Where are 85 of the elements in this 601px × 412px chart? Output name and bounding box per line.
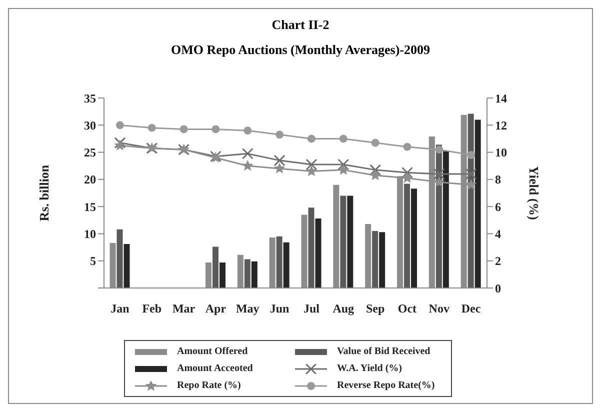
bar bbox=[219, 262, 226, 288]
point bbox=[180, 125, 188, 134]
point bbox=[402, 172, 413, 183]
x-tick-label: Dec bbox=[461, 302, 482, 316]
point bbox=[338, 158, 350, 170]
chart-title: Chart II-2 bbox=[270, 17, 330, 33]
bar bbox=[315, 218, 322, 288]
legend-label: Amount Acceoted bbox=[177, 363, 253, 374]
chart-subtitle: OMO Repo Auctions (Monthly Averages)-2009 bbox=[170, 42, 432, 58]
legend-label: Amount Offered bbox=[177, 346, 248, 357]
point bbox=[114, 140, 126, 150]
bar bbox=[244, 259, 250, 288]
point bbox=[465, 178, 477, 190]
x-tick-label: Jul bbox=[303, 302, 320, 316]
point bbox=[306, 165, 318, 176]
legend-label: Value of Bid Received bbox=[337, 346, 430, 357]
bar bbox=[251, 261, 258, 288]
point bbox=[403, 142, 412, 151]
bar bbox=[124, 244, 130, 288]
bar bbox=[404, 184, 410, 288]
x-tick-label: Jun bbox=[270, 302, 290, 316]
point bbox=[212, 125, 220, 134]
point bbox=[467, 151, 476, 159]
point bbox=[274, 162, 286, 174]
x-tick-label: Oct bbox=[398, 302, 417, 316]
bar bbox=[410, 188, 417, 288]
bar bbox=[347, 196, 354, 288]
x-tick-label: Sep bbox=[366, 302, 385, 316]
bar bbox=[212, 246, 218, 288]
legend-label: Reverse Repo Rate(%) bbox=[337, 380, 435, 391]
x-tick-label: Jan bbox=[110, 302, 130, 316]
y-tick-label: 25 bbox=[84, 146, 96, 160]
y2-tick-label: 6 bbox=[495, 200, 501, 214]
point bbox=[433, 168, 445, 180]
y-tick-label: 15 bbox=[84, 200, 96, 214]
x-tick-label: Apr bbox=[205, 302, 227, 316]
y-tick-label: 20 bbox=[84, 172, 96, 187]
x-tick-label: Aug bbox=[332, 302, 354, 316]
bar bbox=[379, 232, 386, 288]
y2-tick-label: 4 bbox=[495, 226, 501, 241]
x-tick-label: Feb bbox=[142, 302, 162, 316]
x-tick-label: Nov bbox=[428, 302, 450, 316]
y2-tick-label: 8 bbox=[495, 172, 501, 187]
bar bbox=[276, 236, 282, 288]
y-tick-label: 30 bbox=[84, 118, 96, 132]
x-tick-label: May bbox=[236, 302, 260, 316]
point bbox=[306, 158, 318, 170]
point bbox=[401, 166, 413, 178]
bar bbox=[340, 196, 346, 288]
y-tick-label: 35 bbox=[84, 91, 96, 106]
point bbox=[338, 164, 350, 175]
y-axis-title: Rs. billion bbox=[36, 164, 52, 222]
bar bbox=[372, 231, 378, 288]
y2-tick-label: 12 bbox=[495, 118, 507, 132]
point bbox=[370, 164, 382, 176]
point bbox=[242, 148, 254, 160]
point bbox=[274, 154, 286, 166]
y2-axis-title: Yield (%) bbox=[526, 166, 542, 220]
bar bbox=[474, 120, 481, 288]
point bbox=[242, 160, 254, 171]
bar bbox=[116, 229, 123, 288]
point bbox=[244, 126, 252, 135]
y2-tick-label: 14 bbox=[495, 91, 507, 106]
y2-tick-label: 0 bbox=[495, 281, 501, 296]
point bbox=[370, 169, 381, 180]
y2-tick-label: 2 bbox=[495, 254, 501, 268]
bar bbox=[283, 242, 290, 288]
y-tick-label: 5 bbox=[90, 254, 96, 268]
point bbox=[371, 138, 380, 147]
point bbox=[435, 146, 444, 154]
point bbox=[148, 124, 156, 132]
point bbox=[116, 121, 124, 130]
point bbox=[465, 168, 477, 180]
legend-label: Repo Rate (%) bbox=[177, 380, 241, 391]
point bbox=[433, 176, 445, 187]
y-tick-label: 10 bbox=[84, 226, 96, 241]
legend-label: W.A. Yield (%) bbox=[337, 363, 402, 374]
point bbox=[339, 134, 348, 143]
bar bbox=[442, 151, 449, 288]
point bbox=[276, 130, 284, 139]
x-tick-label: Mar bbox=[172, 302, 196, 316]
y2-tick-label: 10 bbox=[495, 146, 507, 160]
point bbox=[114, 137, 126, 149]
bar bbox=[308, 208, 314, 288]
point bbox=[307, 134, 316, 143]
